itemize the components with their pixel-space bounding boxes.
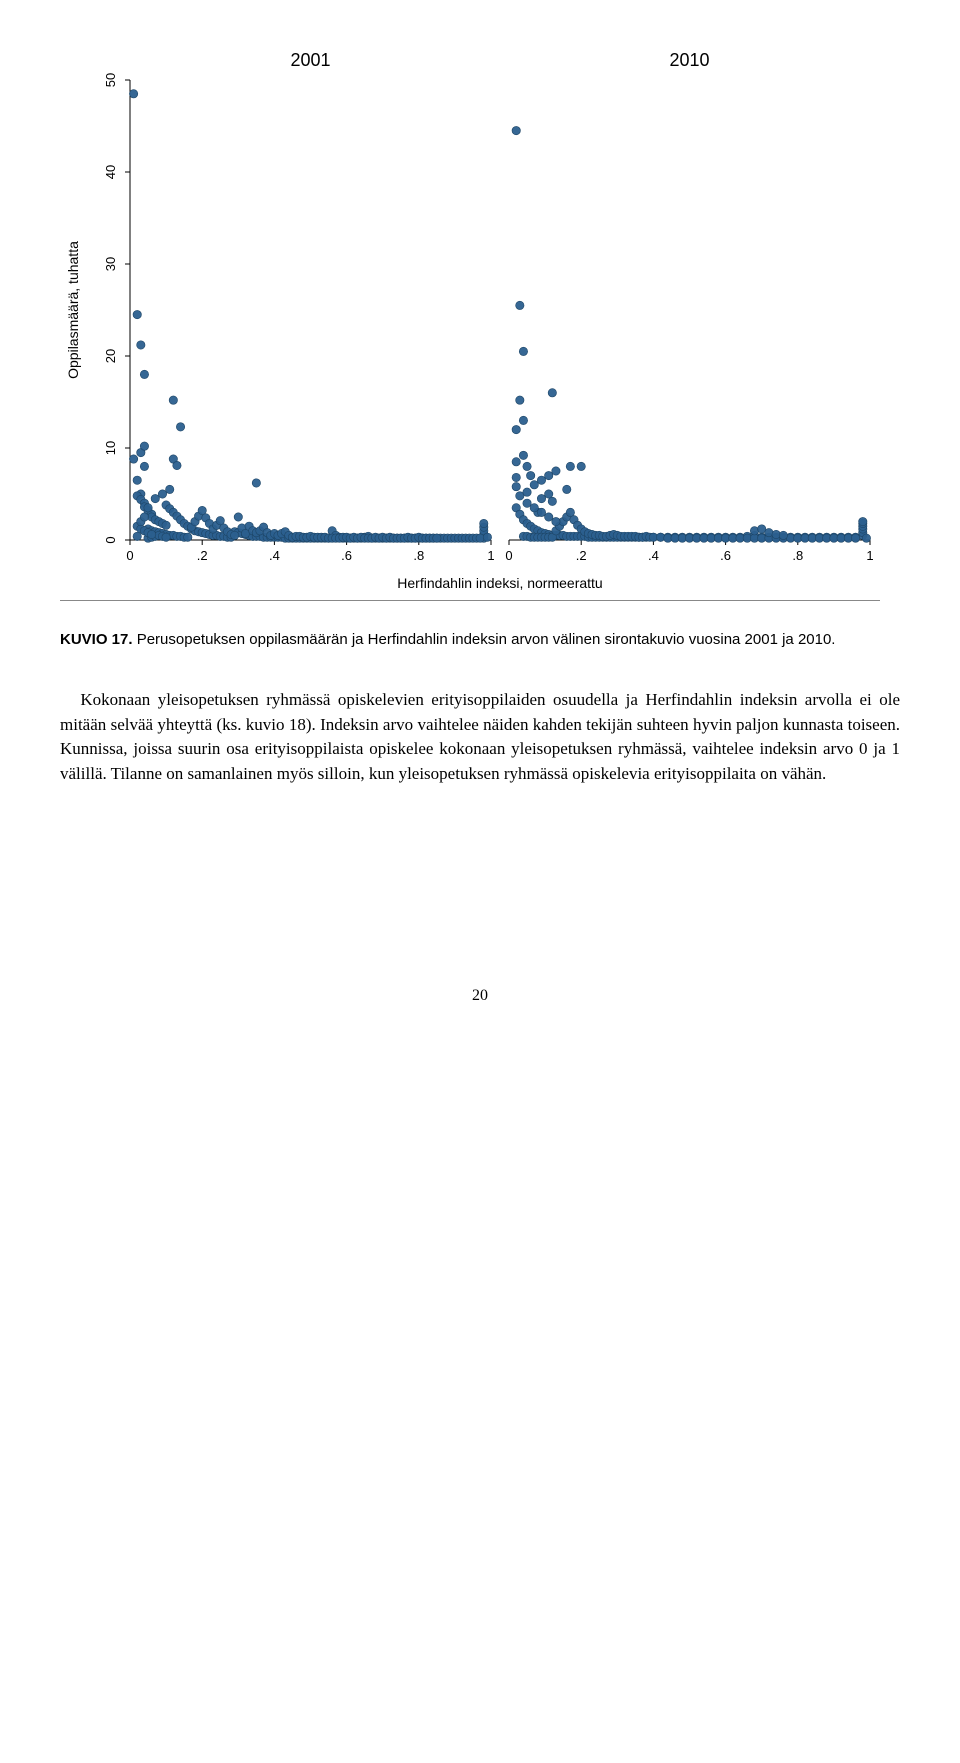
svg-text:10: 10 xyxy=(103,441,118,455)
svg-text:40: 40 xyxy=(103,165,118,179)
scatter-chart: 20010.2.4.6.8120100.2.4.6.8101020304050O… xyxy=(60,40,880,601)
svg-text:Oppilasmäärä, tuhatta: Oppilasmäärä, tuhatta xyxy=(65,241,81,379)
svg-text:2010: 2010 xyxy=(669,50,709,70)
body-paragraph: Kokonaan yleisopetuksen ryhmässä opiskel… xyxy=(60,688,900,787)
svg-text:1: 1 xyxy=(866,548,873,563)
caption-label: KUVIO 17. xyxy=(60,631,133,648)
figure-caption: KUVIO 17. Perusopetuksen oppilasmäärän j… xyxy=(60,631,900,648)
caption-text: Perusopetuksen oppilasmäärän ja Herfinda… xyxy=(137,631,836,648)
svg-text:0: 0 xyxy=(126,548,133,563)
svg-text:1: 1 xyxy=(487,548,494,563)
svg-text:Herfindahlin indeksi, normeera: Herfindahlin indeksi, normeerattu xyxy=(397,575,602,591)
page-number: 20 xyxy=(60,987,900,1005)
svg-text:.2: .2 xyxy=(197,548,208,563)
svg-text:.6: .6 xyxy=(720,548,731,563)
svg-text:30: 30 xyxy=(103,257,118,271)
svg-text:.8: .8 xyxy=(413,548,424,563)
svg-text:0: 0 xyxy=(103,536,118,543)
svg-text:0: 0 xyxy=(505,548,512,563)
svg-text:.8: .8 xyxy=(792,548,803,563)
svg-text:.4: .4 xyxy=(269,548,280,563)
svg-text:.2: .2 xyxy=(576,548,587,563)
svg-text:50: 50 xyxy=(103,73,118,87)
svg-text:20: 20 xyxy=(103,349,118,363)
svg-text:.4: .4 xyxy=(648,548,659,563)
svg-text:.6: .6 xyxy=(341,548,352,563)
svg-text:2001: 2001 xyxy=(290,50,330,70)
